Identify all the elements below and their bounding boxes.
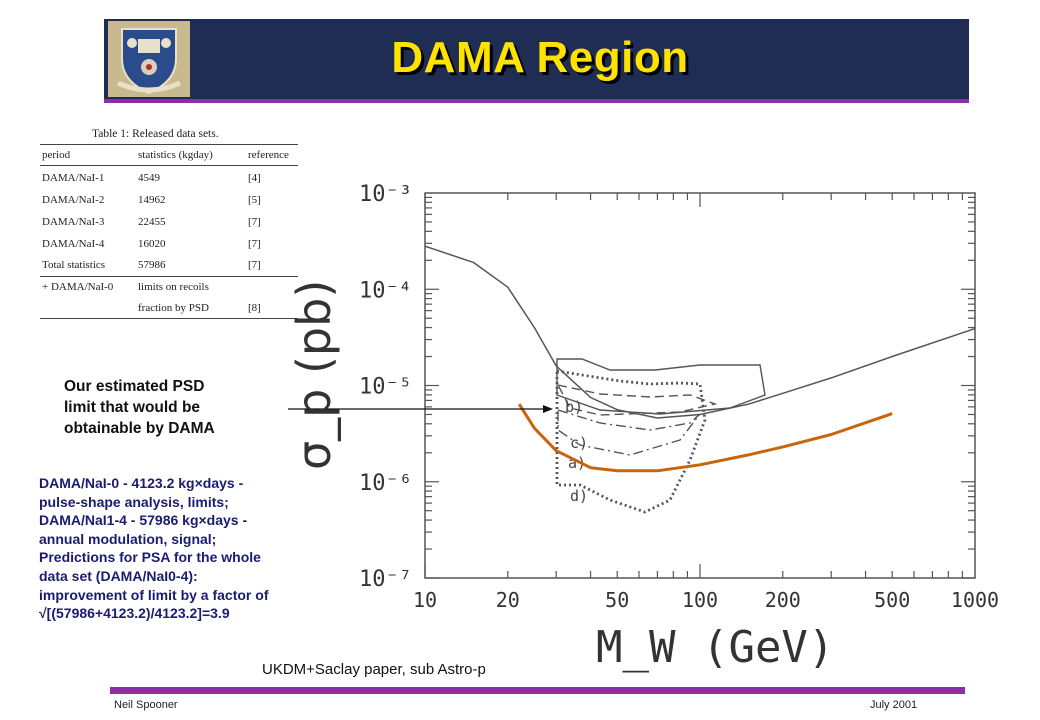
description-line: annual modulation, signal; [39,530,217,547]
table-row: Total statistics 57986 [7] [42,259,312,275]
arrow-head-icon [543,405,553,413]
table-row: fraction by PSD [8] [42,302,312,318]
psd-annotation: Our estimated PSD limit that would be ob… [64,376,294,439]
column-header: reference [248,149,289,161]
x-tick-labels: 10 20 50 100 200 500 1000 [413,588,999,612]
y-tick-label: 10⁻⁵ [359,375,412,400]
series-lines [288,245,976,473]
x-tick-label: 1000 [951,588,999,612]
footer-author: Neil Spooner [114,699,178,711]
y-tick-label: 10⁻³ [359,182,412,207]
description-line: Predictions for PSA for the whole [39,549,261,566]
y-tick-labels: 10⁻³ 10⁻⁴ 10⁻⁵ 10⁻⁶ 10⁻⁷ [359,182,412,592]
table-cell: 22455 [138,216,166,228]
description-line: data set (DAMA/NaI0-4): [39,567,198,584]
table-rule [40,318,298,319]
description-line: pulse-shape analysis, limits; [39,493,229,510]
annotation-line: obtainable by DAMA [64,420,215,437]
table-cell: DAMA/NaI-3 [42,216,105,228]
x-tick-label: 50 [605,588,629,612]
x-tick-label: 10 [413,588,437,612]
table-cell: 4549 [138,172,160,184]
y-axis-label: σ_p (pb) [287,280,341,470]
table-row: DAMA/NaI-3 22455 [7] [42,216,312,232]
region-dashdot [557,409,701,456]
data-table: Table 1: Released data sets. period stat… [36,116,312,320]
description-line: √[(57986+4123.2)/4123.2]=3.9 [39,605,230,622]
crest-logo [108,21,190,97]
region-outer [556,358,766,415]
region-label: d) [570,487,588,505]
description-line: improvement of limit by a factor of [39,586,269,603]
annotation-line: limit that would be [64,399,201,416]
table-cell: [5] [248,194,261,206]
description-text: DAMA/NaI-0 - 4123.2 kg×days - pulse-shap… [39,474,359,623]
table-rule [40,276,298,277]
annotation-line: Our estimated PSD [64,378,205,395]
description-line: DAMA/NaI-0 - 4123.2 kg×days - [39,475,244,491]
table-row: DAMA/NaI-4 16020 [7] [42,238,312,254]
psd-limit-curve [517,403,893,473]
x-tick-label: 100 [682,588,718,612]
table-cell: 14962 [138,194,166,206]
table-row: DAMA/NaI-1 4549 [4] [42,172,312,188]
x-tick-label: 500 [874,588,910,612]
table-cell: + DAMA/NaI-0 [42,281,114,293]
y-tick-label: 10⁻⁴ [359,278,412,303]
table-cell: [7] [248,259,261,271]
table-cell: [8] [248,302,261,314]
column-header: statistics (kgday) [138,149,213,161]
table-cell: 16020 [138,238,166,250]
region-label: b) [565,398,583,416]
column-header: period [42,149,71,161]
table-cell: [7] [248,216,261,228]
region-dotted [555,369,707,514]
header-bar [104,19,969,99]
region-dashed [556,384,718,416]
footer-date: July 2001 [870,699,918,711]
table-cell: Total statistics [42,259,106,271]
table-rule [40,144,298,145]
dama-limit-curve [424,245,976,419]
paper-caption: UKDM+Saclay paper, sub Astro-p [262,661,486,678]
allowed-regions: b)c)a)d) [555,358,766,514]
table-row: + DAMA/NaI-0 limits on recoils [42,281,312,297]
table-cell: DAMA/NaI-2 [42,194,105,206]
table-cell: limits on recoils [138,281,209,293]
table-cell: fraction by PSD [138,302,209,314]
page-title: DAMA Region [391,33,689,82]
table-cell: [4] [248,172,261,184]
table-rule [40,165,298,166]
description-line: DAMA/NaI1-4 - 57986 kg×days - [39,512,248,529]
table-cell: [7] [248,238,261,250]
header-underline [104,99,969,103]
footer-line [110,687,965,694]
table-cell: 57986 [138,259,166,271]
table-cell: DAMA/NaI-4 [42,238,105,250]
x-tick-label: 20 [496,588,520,612]
table-cell: DAMA/NaI-1 [42,172,105,184]
y-tick-label: 10⁻⁶ [359,471,412,496]
y-tick-label: 10⁻⁷ [359,567,412,592]
table-caption: Table 1: Released data sets. [92,128,219,140]
axis-ticks [424,193,975,579]
table-row: DAMA/NaI-2 14962 [5] [42,194,312,210]
region-label: c) [570,434,588,452]
x-axis-label: M_W (GeV) [596,622,834,673]
table-header-row: period statistics (kgday) reference [42,149,312,165]
x-tick-label: 200 [765,588,801,612]
